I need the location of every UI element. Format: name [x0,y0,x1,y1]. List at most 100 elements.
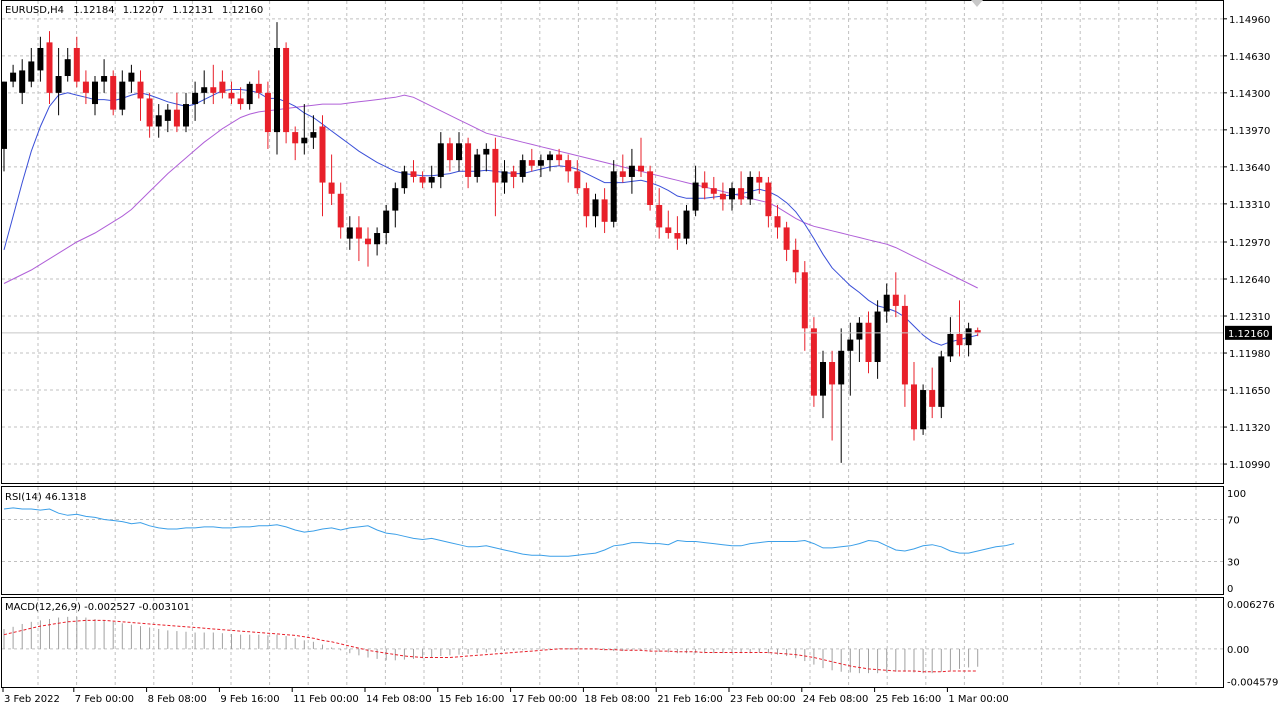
ma-slow-polyline [3,94,978,289]
candle-body [756,176,763,183]
x-tick-label: 24 Feb 08:00 [803,694,869,705]
candle-body [328,182,335,194]
candle-body [956,333,963,346]
price-tick-label: 1.12310 [1229,312,1270,323]
candle-body [683,210,690,239]
rsi-header: RSI(14) 46.1318 [5,492,86,503]
ma-fast-line [3,89,978,346]
candle-body [719,193,726,200]
candle-body [310,132,317,138]
candle-body [628,165,635,177]
candle-body [246,83,253,105]
x-tick-label: 18 Feb 08:00 [584,694,650,705]
price-tick-label: 1.11980 [1229,349,1270,360]
rsi-pane[interactable] [1,486,1224,595]
candle-body [392,188,399,211]
price-tick-label: 1.13970 [1229,126,1270,137]
candle-body [610,171,617,222]
candle-body [501,171,508,183]
candle-body [255,83,262,93]
candle-body [173,109,180,127]
candle-body [820,362,826,396]
candle-body [301,137,308,144]
candle-body [583,188,590,217]
candle-body [164,109,171,121]
candle-body [283,47,290,133]
y-axis-labels: 1.14960 1.14630 1.14300 1.13970 1.13640 1.133… [1223,15,1278,689]
candle-body [374,233,381,245]
x-axis-labels: 3 Feb 2022 7 Feb 00:00 8 Feb 08:00 9 Feb 16… [2,688,1009,705]
price-tick-label: 1.14960 [1229,15,1270,26]
candle-body [237,98,244,105]
candle-body [974,330,981,333]
candle-body [856,322,863,340]
price-tick-label: 1.13310 [1229,200,1270,211]
macd-pane[interactable] [1,597,1224,688]
candle-body [419,176,426,183]
x-tick-label: 11 Feb 00:00 [293,694,359,705]
price-header: EURUSD,H4 1.12184 1.12207 1.12131 1.1216… [5,5,263,16]
candle-body [838,350,845,385]
candle-body [938,356,945,407]
candle-body [465,143,472,177]
candle-body [692,182,699,211]
candle-body [365,238,371,245]
candle-body [674,233,681,239]
candle-body [355,227,362,239]
ma-slow-line [3,94,978,289]
candle-body [729,188,735,200]
candle-body [46,42,53,93]
candle-body [446,143,453,161]
candle-body [665,227,672,234]
candle-body [638,165,644,172]
macd-tick-label: 0.00 [1227,645,1249,656]
candlesticks [1,22,981,463]
candle-body [829,362,836,385]
candle-body [847,339,854,351]
candle-body [82,81,89,93]
candle-body [346,227,353,239]
candle-body [1,81,7,149]
candle-body [101,76,108,82]
current-price-label: 1.12160 [1228,329,1269,340]
candle-body [37,47,44,71]
macd-tick-label: 0.006276 [1227,600,1275,611]
candle-body [456,143,462,161]
candle-body [119,81,126,110]
macd-tick-label: -0.004579 [1227,678,1278,689]
x-tick-label: 21 Feb 16:00 [657,694,723,705]
candle-body [483,148,490,155]
price-tick-label: 1.11320 [1229,423,1270,434]
candle-body [28,61,35,82]
x-tick-label: 25 Feb 16:00 [876,694,942,705]
candle-body [137,81,144,99]
candle-body [947,333,954,357]
candle-body [701,182,708,189]
candle-body [801,272,808,329]
candle-body [274,47,280,133]
candle-body [492,148,499,183]
candle-body [965,328,972,346]
current-price-tag [1225,325,1272,340]
current-price-line: 1.12160 [2,325,1272,340]
grid-lines [2,1,1223,687]
macd-signal-polyline [3,619,978,673]
shift-marker-icon[interactable] [971,0,983,7]
candle-body [110,76,117,110]
macd-histogram-and-signal [3,616,979,674]
candle-body [911,384,917,430]
candle-body [556,154,563,161]
candle-body [601,199,608,222]
candle-body [55,76,62,93]
rsi-tick-label: 30 [1227,558,1240,569]
candle-body [19,70,26,93]
candle-body [410,171,417,177]
candle-body [656,204,663,228]
candle-body [128,72,135,82]
candle-body [901,305,908,385]
candle-body [865,322,872,362]
candle-body [219,81,226,93]
price-tick-label: 1.10990 [1229,460,1270,471]
candle-body [920,390,927,430]
